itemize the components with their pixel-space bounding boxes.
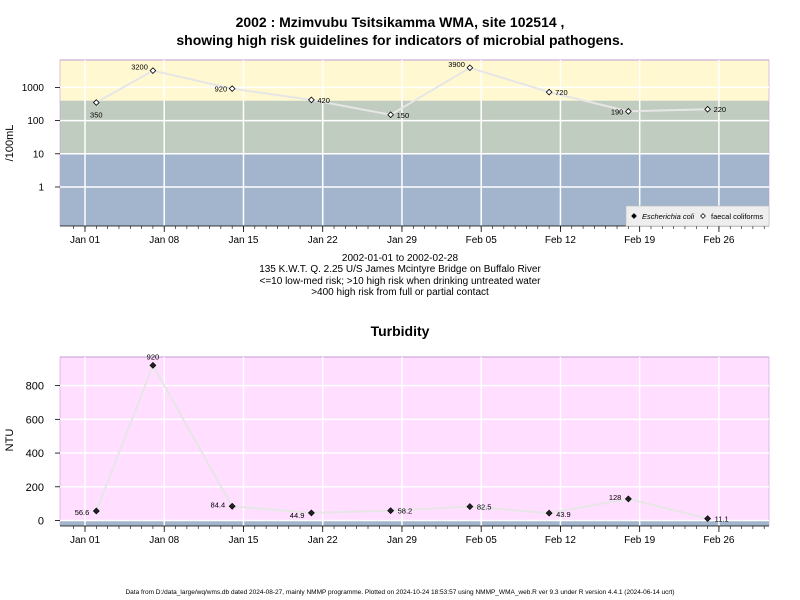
- data-point-faecal-coliforms: [624, 107, 632, 115]
- y-axis-label: /100mL: [4, 125, 16, 162]
- data-label: 82.5: [477, 503, 492, 512]
- data-label: 11.1: [715, 515, 729, 524]
- microbial-chart: 1 10 100 1000/100mL Jan 01 Jan 08 Jan 15 Jan 22…: [4, 59, 770, 246]
- data-point-turbidity: [149, 361, 157, 369]
- top-x-tick-label: Jan 01: [70, 235, 100, 246]
- caption-line-2: 135 K.W.T. Q. 2.25 U/S James Mcintyre Br…: [259, 264, 541, 275]
- bottom-x-tick-label: Feb 12: [545, 535, 577, 546]
- legend-box: [625, 205, 770, 227]
- data-label: 3900: [448, 60, 465, 69]
- data-point-faecal-coliforms: [92, 99, 100, 106]
- legend-marker-e-coli: [631, 213, 637, 219]
- top-x-tick-label: Jan 08: [149, 235, 179, 246]
- y-tick-label: 100: [27, 116, 44, 127]
- y-axis-label: NTU: [4, 429, 16, 452]
- data-label: 420: [317, 96, 330, 105]
- caption-line-1: 2002-01-01 to 2002-02-28: [341, 253, 459, 264]
- y-tick-label: 600: [26, 414, 44, 426]
- data-label: 720: [555, 88, 568, 97]
- y-tick-label: 0: [38, 516, 44, 528]
- chart-title-line-2: showing high risk guidelines for indicat…: [176, 32, 624, 48]
- bottom-x-tick-label: Jan 22: [308, 535, 338, 546]
- band-turbidity-upper: [60, 357, 769, 521]
- bottom-x-tick-label: Feb 05: [466, 535, 498, 546]
- data-point-turbidity: [92, 507, 100, 515]
- legend-marker-faecal-coliforms: [700, 213, 706, 219]
- top-x-tick-label: Jan 22: [308, 235, 338, 246]
- bottom-x-tick-label: Jan 29: [387, 535, 417, 546]
- band-high-risk-drinking: [60, 100, 769, 154]
- data-label: 58.2: [398, 507, 413, 516]
- chart-title-line-1: 2002 : Mzimvubu Tsitsikamma WMA, site 10…: [235, 14, 565, 30]
- top-x-tick-label: Feb 26: [703, 235, 735, 246]
- data-label: 84.4: [211, 500, 226, 509]
- top-x-tick-label: Feb 19: [624, 235, 656, 246]
- data-point-turbidity: [387, 507, 395, 515]
- y-tick-label: 10: [33, 149, 45, 160]
- top-x-tick-label: Jan 29: [387, 235, 417, 246]
- data-point-turbidity: [228, 502, 236, 510]
- turbidity-title: Turbidity: [370, 323, 430, 339]
- band-high-risk-contact: [60, 60, 769, 101]
- caption-line-3: <=10 low-med risk; >10 high risk when dr…: [259, 276, 541, 287]
- data-point-faecal-coliforms: [545, 88, 553, 96]
- data-point-faecal-coliforms: [228, 85, 236, 92]
- bottom-x-tick-label: Feb 26: [703, 535, 735, 546]
- data-label: 150: [397, 111, 410, 120]
- data-label: 190: [611, 107, 624, 116]
- bottom-x-tick-label: Feb 19: [624, 535, 656, 546]
- top-x-tick-label: Feb 12: [545, 235, 577, 246]
- data-label: 56.6: [75, 508, 90, 517]
- top-x-tick-label: Feb 05: [466, 235, 498, 246]
- bottom-x-tick-label: Jan 15: [228, 535, 258, 546]
- bottom-x-tick-label: Jan 08: [149, 535, 179, 546]
- y-tick-label: 800: [26, 381, 44, 393]
- data-label: 44.9: [290, 511, 305, 520]
- data-point-faecal-coliforms: [704, 105, 711, 113]
- data-label: 43.9: [556, 510, 571, 519]
- data-point-faecal-coliforms: [308, 96, 315, 104]
- data-point-turbidity: [624, 495, 632, 503]
- y-tick-label: 200: [26, 482, 44, 494]
- y-tick-label: 400: [26, 448, 44, 460]
- data-point-faecal-coliforms: [149, 67, 157, 74]
- bottom-x-tick-label: Jan 01: [70, 535, 100, 546]
- band-turbidity-lower: [60, 520, 769, 526]
- data-label: 3200: [131, 63, 148, 72]
- y-tick-label: 1: [38, 183, 44, 194]
- legend-label-e-coli: Escherichia coli: [642, 212, 694, 221]
- caption-line-4: >400 high risk from full or partial cont…: [311, 287, 489, 298]
- turbidity-chart: 0 200 400 600 800 NTU Jan 01 Jan 08 Jan 15 Jan 22…: [4, 352, 770, 546]
- data-label: 350: [90, 111, 103, 120]
- data-label: 920: [215, 85, 228, 94]
- data-point-turbidity: [466, 503, 474, 511]
- legend-label-faecal-coliforms: faecal coliforms: [711, 212, 763, 221]
- footer-note: Data from D:/data_large/wq/wms.db dated …: [125, 589, 675, 596]
- data-label: 128: [609, 493, 622, 502]
- data-point-turbidity: [545, 509, 553, 517]
- data-point-turbidity: [307, 509, 315, 517]
- top-x-tick-label: Jan 15: [228, 235, 258, 246]
- data-label: 920: [147, 352, 160, 361]
- y-tick-label: 1000: [22, 83, 45, 94]
- data-point-turbidity: [704, 515, 712, 523]
- data-label: 220: [714, 105, 727, 114]
- data-point-faecal-coliforms: [387, 111, 395, 119]
- data-point-faecal-coliforms: [466, 64, 474, 72]
